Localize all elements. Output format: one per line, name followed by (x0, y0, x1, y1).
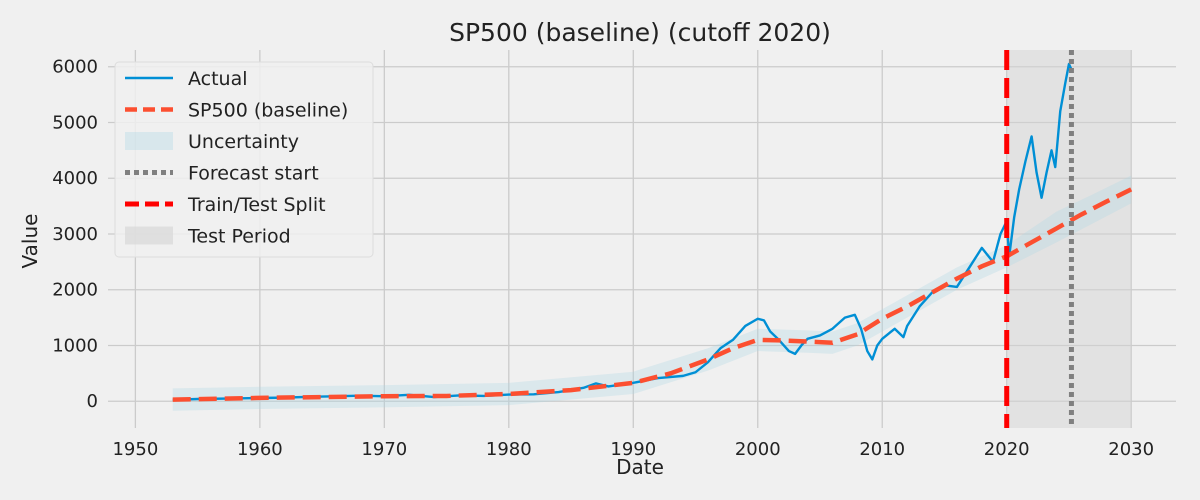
legend-item-test-period: Test Period (125, 226, 291, 248)
legend-label: SP500 (baseline) (188, 100, 348, 122)
x-tick-label: 2010 (859, 439, 905, 460)
y-tick-label: 0 (87, 391, 98, 412)
uncertainty-band-group (172, 175, 1132, 411)
legend: Actual SP500 (baseline) Uncertainty Forecas… (114, 61, 374, 258)
y-tick-labels: 0 1000 2000 3000 4000 5000 6000 (52, 57, 98, 413)
forecast-line (172, 187, 1133, 402)
x-tick-label: 1970 (361, 439, 407, 460)
legend-item-train-test-split: Train/Test Split (125, 194, 326, 216)
vertical-lines (1004, 50, 1074, 428)
legend-item-forecast: SP500 (baseline) (125, 100, 348, 122)
y-tick-label: 6000 (52, 57, 98, 78)
y-tick-label: 2000 (52, 280, 98, 301)
legend-item-uncertainty: Uncertainty (125, 131, 299, 153)
legend-label: Train/Test Split (187, 194, 326, 216)
legend-swatch (125, 226, 173, 245)
legend-item-forecast-start: Forecast start (125, 163, 319, 185)
y-tick-label: 5000 (52, 112, 98, 133)
y-tick-label: 4000 (52, 168, 98, 189)
x-tick-label: 1990 (610, 439, 656, 460)
legend-item-actual: Actual (125, 68, 248, 90)
x-tick-label: 2030 (1108, 439, 1154, 460)
x-tick-label: 1950 (112, 439, 158, 460)
legend-label: Forecast start (188, 163, 319, 185)
x-tick-labels: 1950 1960 1970 1980 1990 2000 2010 2020 2030 (112, 439, 1154, 460)
legend-label: Uncertainty (188, 131, 299, 153)
legend-label: Test Period (187, 226, 291, 248)
x-tick-label: 2000 (735, 439, 781, 460)
uncertainty-band (172, 175, 1132, 411)
x-tick-label: 1980 (486, 439, 532, 460)
y-tick-label: 1000 (52, 335, 98, 356)
series-lines (172, 62, 1133, 402)
x-axis-label: Date (616, 455, 664, 479)
legend-swatch (125, 132, 173, 150)
chart-title: SP500 (baseline) (cutoff 2020) (449, 18, 831, 47)
y-tick-label: 3000 (52, 224, 98, 245)
y-axis-label: Value (18, 214, 42, 269)
legend-label: Actual (188, 68, 248, 90)
legend-box (114, 61, 374, 258)
x-tick-label: 1960 (237, 439, 283, 460)
x-tick-label: 2020 (984, 439, 1030, 460)
